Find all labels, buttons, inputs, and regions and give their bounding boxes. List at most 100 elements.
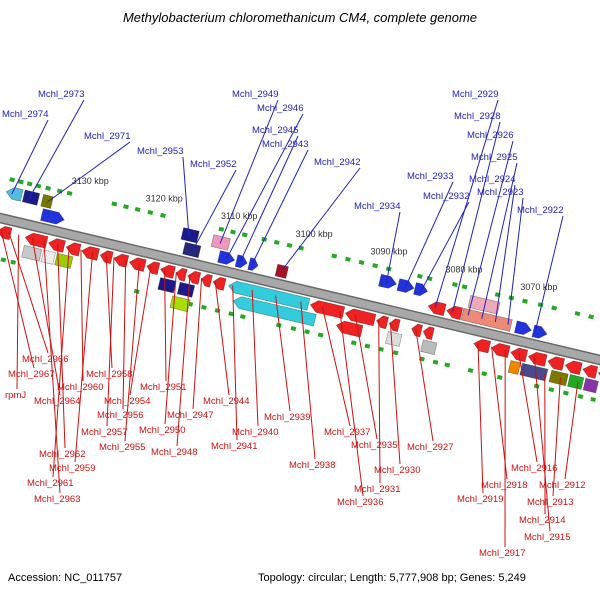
gene-arrow[interactable] [582,364,599,379]
gene-label[interactable]: Mchl_2930 [374,465,420,476]
gene-arrow[interactable] [234,254,248,269]
gene-label[interactable]: Mchl_2942 [314,157,360,168]
gene-label[interactable]: Mchl_2952 [190,159,236,170]
gene-arrow[interactable] [446,305,464,321]
gene-label[interactable]: Mchl_2913 [527,497,573,508]
gene-label[interactable]: Mchl_2957 [81,427,127,438]
gene-label[interactable]: Mchl_2954 [104,396,150,407]
gene-label[interactable]: Mchl_2967 [8,369,54,380]
gene-arrow[interactable] [212,276,227,291]
gene-label[interactable]: Mchl_2962 [39,449,85,460]
gene-label[interactable]: Mchl_2943 [262,139,308,150]
gene-arrow[interactable] [527,351,548,367]
gene-arrow[interactable] [21,189,41,206]
gene-arrow[interactable] [420,339,438,356]
gene-label[interactable]: Mchl_2927 [407,442,453,453]
gene-arrow[interactable] [582,377,599,394]
gene-label[interactable]: Mchl_2948 [151,447,197,458]
gene-label[interactable]: Mchl_2946 [257,103,303,114]
gene-arrow[interactable] [217,250,236,265]
gene-label[interactable]: Mchl_2916 [511,463,557,474]
gene-label[interactable]: Mchl_2924 [469,174,515,185]
gene-arrow[interactable] [396,278,415,293]
gene-arrow[interactable] [490,343,511,359]
gene-label[interactable]: Mchl_2949 [232,89,278,100]
gene-label[interactable]: Mchl_2956 [97,410,143,421]
gene-label[interactable]: Mchl_2941 [211,441,257,452]
gene-label[interactable]: Mchl_2912 [539,480,585,491]
gene-arrow[interactable] [113,253,130,268]
gene-arrow[interactable] [427,301,447,317]
gene-label[interactable]: Mchl_2938 [289,460,335,471]
gene-label[interactable]: Mchl_2964 [34,396,80,407]
gene-label[interactable]: rpmJ [5,390,26,401]
gene-label[interactable]: Mchl_2929 [452,89,498,100]
gene-arrow[interactable] [422,326,435,341]
gene-arrow[interactable] [385,331,403,347]
gene-label[interactable]: Mchl_2917 [479,548,525,559]
gene-arrow[interactable] [0,226,13,241]
gene-arrow[interactable] [40,208,65,225]
gene-label[interactable]: Mchl_2918 [481,480,527,491]
gene-arrow[interactable] [567,374,585,390]
gene-arrow[interactable] [65,242,82,257]
gene-arrow[interactable] [378,273,397,289]
gene-arrow[interactable] [128,257,147,272]
gene-arrow[interactable] [309,300,346,319]
gene-arrow[interactable] [48,238,66,253]
gene-arrow[interactable] [54,252,74,269]
gene-arrow[interactable] [376,315,390,330]
gene-label[interactable]: Mchl_2933 [407,171,453,182]
gene-label[interactable]: Mchl_2944 [203,396,249,407]
gene-label[interactable]: Mchl_2937 [324,427,370,438]
gene-arrow[interactable] [157,277,177,294]
gene-label[interactable]: Mchl_2973 [38,89,84,100]
gene-label[interactable]: Mchl_2922 [517,205,563,216]
gene-label[interactable]: Mchl_2919 [457,494,503,505]
gene-arrow[interactable] [413,282,429,297]
gene-arrow[interactable] [200,273,213,288]
gene-arrow[interactable] [176,281,196,298]
gene-label[interactable]: Mchl_2950 [139,425,185,436]
gene-label[interactable]: Mchl_2928 [454,111,500,122]
gene-label[interactable]: Mchl_2940 [232,427,278,438]
gene-label[interactable]: Mchl_2931 [354,484,400,495]
gene-label[interactable]: Mchl_2951 [140,382,186,393]
gene-label[interactable]: Mchl_2923 [477,187,523,198]
gene-arrow[interactable] [335,320,364,338]
gene-arrow[interactable] [507,360,522,375]
gene-label[interactable]: Mchl_2959 [49,463,95,474]
gene-arrow[interactable] [187,270,202,285]
gene-label[interactable]: Mchl_2932 [423,191,469,202]
gene-label[interactable]: Mchl_2939 [264,412,310,423]
gene-arrow[interactable] [5,187,24,202]
gene-label[interactable]: Mchl_2961 [27,478,73,489]
gene-label[interactable]: Mchl_2926 [467,130,513,141]
gene-arrow[interactable] [467,295,501,315]
gene-label[interactable]: Mchl_2963 [34,494,80,505]
gene-label[interactable]: Mchl_2960 [57,382,103,393]
gene-label[interactable]: Mchl_2914 [519,515,565,526]
gene-arrow[interactable] [531,324,548,339]
gene-label[interactable]: Mchl_2966 [22,354,68,365]
gene-arrow[interactable] [146,261,161,276]
gene-arrow[interactable] [40,249,56,265]
gene-label[interactable]: Mchl_2953 [137,146,183,157]
gene-arrow[interactable] [21,244,43,262]
gene-arrow[interactable] [232,296,317,327]
gene-arrow[interactable] [564,360,583,376]
gene-label[interactable]: Mchl_2935 [351,440,397,451]
gene-label[interactable]: Mchl_2947 [167,410,213,421]
gene-arrow[interactable] [182,241,202,259]
gene-arrow[interactable] [411,323,424,338]
gene-arrow[interactable] [24,232,49,249]
gene-label[interactable]: Mchl_2945 [252,125,298,136]
gene-arrow[interactable] [247,257,259,271]
gene-arrow[interactable] [513,320,532,335]
gene-arrow[interactable] [81,246,101,261]
gene-arrow[interactable] [159,264,176,279]
gene-arrow[interactable] [175,267,188,282]
gene-label[interactable]: Mchl_2971 [84,131,130,142]
gene-arrow[interactable] [40,193,54,209]
